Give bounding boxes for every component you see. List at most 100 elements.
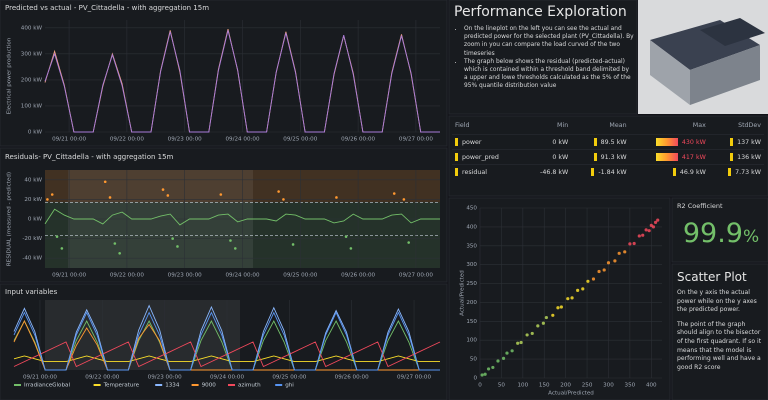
x-tick-label: 09/23 00:00 (168, 273, 202, 279)
series-line (44, 30, 440, 133)
scatter-point (510, 349, 514, 353)
x-tick-label: 09/25 00:00 (272, 375, 306, 381)
value: -1.84 kW (598, 169, 627, 176)
scatter-point (651, 225, 656, 229)
residual-point (176, 245, 179, 248)
y-tick-label: 400 kW (21, 25, 43, 31)
scatter-point (559, 305, 563, 309)
legend-label: 9000 (202, 383, 217, 389)
column-header[interactable]: Max (692, 122, 706, 129)
y-tick-label: 0 (473, 376, 477, 382)
y-tick-label: 50 (470, 357, 478, 363)
panel (0, 0, 448, 147)
x-axis-label: Actual/Predicted (548, 391, 594, 397)
x-tick-label: 09/25 00:00 (283, 273, 317, 279)
value: 91.3 kW (600, 154, 627, 161)
column-header[interactable]: Min (557, 122, 569, 129)
field: power (462, 139, 482, 146)
x-tick-label: 09/25 00:00 (283, 137, 317, 143)
series-line (13, 311, 440, 371)
cell: 0 kW (522, 149, 572, 165)
panel-title: R2 Coefficient (677, 202, 723, 210)
scatter-point (606, 261, 611, 265)
residual-point (335, 196, 338, 199)
y-tick-label: 100 (466, 338, 477, 344)
y-tick-label: 200 (466, 300, 477, 306)
column-header[interactable]: StdDev (738, 122, 761, 129)
residual-point (229, 239, 232, 242)
legend-label: ghi (285, 383, 294, 389)
value: 137 kW (737, 139, 761, 146)
scatter-point (544, 315, 548, 320)
x-tick-label: 09/22 00:00 (110, 137, 144, 143)
residual-point (60, 247, 64, 250)
scatter-point (644, 228, 648, 232)
wall (690, 45, 760, 105)
y-tick-label: 250 (466, 281, 477, 287)
value: 46.9 kW (679, 169, 706, 176)
y-axis-label: RESIDUAL (measured - predicted) (7, 172, 13, 266)
x-tick-label: 09/23 00:00 (168, 137, 202, 143)
cell: 46.9 kW (629, 164, 709, 179)
legend-label: 1334 (165, 383, 180, 389)
residual-point (407, 241, 410, 244)
legend-label: IrradianceGlobal (24, 383, 70, 389)
y-tick-label: 0 kW (28, 130, 43, 136)
residual-point (118, 252, 121, 255)
cell: 136 kW (708, 149, 764, 165)
stat-unit: % (742, 227, 760, 247)
stats-table: Field Min Mean Max StdDev power 0 kW 89.… (452, 120, 764, 179)
y-tick-label: 300 kW (21, 51, 43, 57)
scatter-point (641, 233, 645, 237)
x-tick-label: 100 (517, 383, 528, 389)
wall (650, 40, 690, 105)
panel (671, 197, 768, 263)
x-tick-label: 09/22 00:00 (85, 375, 119, 381)
residual-point (113, 242, 117, 245)
scatter-point (491, 365, 495, 370)
stat-value: 99.9% (677, 218, 765, 249)
cell: power_pred (452, 149, 523, 165)
x-tick-label: 09/27 00:00 (399, 137, 433, 143)
y-tick-label: 200 kW (21, 77, 43, 83)
scatter-point (480, 373, 484, 377)
y-tick-label: 20 kW (24, 197, 42, 203)
bullet: On the lineplot on the left you can see … (464, 25, 634, 58)
residual-point (161, 188, 165, 191)
x-tick-label: 09/24 00:00 (210, 375, 244, 381)
cell: power (452, 134, 523, 150)
x-tick-label: 09/26 00:00 (335, 375, 369, 381)
residual-point (344, 235, 348, 238)
residual-point (402, 198, 406, 201)
stat-number: 99.9 (682, 218, 743, 249)
row: power 0 kW 89.5 kW 430 kW 137 kW (452, 134, 764, 150)
column-header[interactable]: Mean (609, 122, 627, 129)
x-tick-label: 09/21 00:00 (52, 137, 86, 143)
residual-point (55, 235, 59, 238)
residual-point (166, 194, 170, 197)
chart-title: Input variables (5, 288, 58, 296)
value: 136 kW (737, 154, 761, 161)
scatter-point (501, 356, 506, 360)
x-tick-label: 09/26 00:00 (341, 137, 375, 143)
x-tick-label: 0 (478, 383, 482, 389)
residual-point (282, 198, 285, 201)
cell: 430 kW (629, 134, 709, 150)
x-tick-label: 09/26 00:00 (341, 273, 375, 279)
y-tick-label: 0 kW (28, 217, 43, 223)
scatter-point (566, 297, 570, 301)
y-tick-label: 40 kW (24, 177, 42, 183)
scatter-point (496, 359, 500, 363)
x-tick-label: 400 (646, 383, 657, 389)
legend-label: azimuth (238, 383, 261, 389)
scatter-point (516, 341, 520, 345)
column-header[interactable]: Field (455, 122, 470, 129)
cell: 7.73 kW (708, 164, 764, 179)
residual-point (108, 196, 112, 199)
cell: 0 kW (522, 134, 572, 150)
panel (671, 263, 768, 400)
x-tick-label: 300 (603, 383, 614, 389)
row: power_pred 0 kW 91.3 kW 417 kW 136 kW (452, 149, 764, 165)
